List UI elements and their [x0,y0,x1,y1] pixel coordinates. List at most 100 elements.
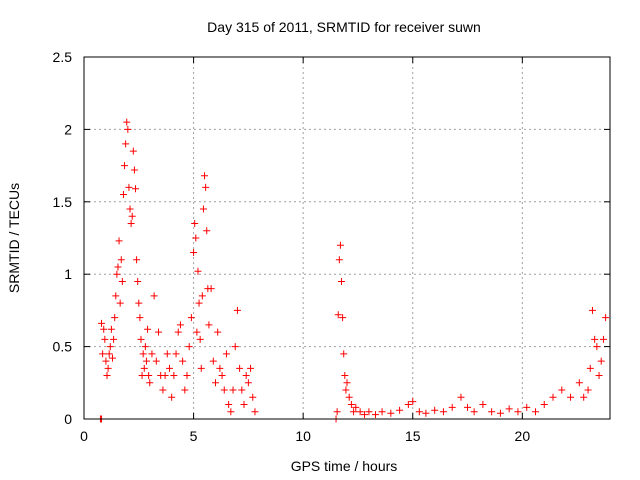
data-point [464,403,472,411]
data-point [233,306,241,314]
data-point [457,393,465,401]
data-point [505,405,513,413]
data-point [335,256,343,264]
data-point [137,335,145,343]
data-point [103,372,111,380]
x-axis-label: GPS time / hours [291,458,398,474]
data-point [195,299,203,307]
data-point [201,172,209,180]
data-point [110,335,118,343]
data-point [431,406,439,414]
data-point [159,386,167,394]
data-point [117,256,125,264]
x-tick-label: 20 [515,428,531,444]
data-point [202,183,210,191]
data-point [121,162,129,170]
data-point [99,350,107,358]
y-tick-label: 1.5 [53,194,73,210]
data-point [118,277,126,285]
data-point [220,386,228,394]
data-point [165,364,173,372]
data-point [113,270,121,278]
data-point [350,408,358,416]
data-point [139,350,147,358]
y-tick-label: 0 [64,411,72,427]
data-point [102,357,110,365]
data-point [352,403,360,411]
data-point [145,372,153,380]
data-point [225,401,233,409]
data-point [170,372,178,380]
data-point [231,343,239,351]
data-point [249,393,257,401]
data-point [588,306,596,314]
data-point [181,386,189,394]
data-point [343,379,351,387]
data-point [470,408,478,416]
y-axis-label: SRMTID / TECUs [6,183,22,293]
data-point [227,408,235,416]
data-point [199,205,207,213]
data-point [356,408,364,416]
data-point [191,220,199,228]
data-point [129,147,137,155]
y-tick-labels: 0 0.5 1 1.5 2 2.5 [53,49,73,427]
data-point [168,393,176,401]
data-point [597,357,605,365]
data-point [599,335,607,343]
data-point [409,398,417,406]
data-point [448,403,456,411]
data-points [96,118,610,423]
data-point [586,364,594,372]
data-point [216,364,224,372]
data-point [196,335,204,343]
data-point [193,328,201,336]
data-point [387,409,395,417]
data-point [207,285,215,293]
x-tick-label: 10 [295,428,311,444]
data-point [595,372,603,380]
data-point [136,314,144,322]
data-point [247,364,255,372]
data-point [496,409,504,417]
data-point [236,364,244,372]
data-point [105,350,113,358]
data-point [112,292,120,300]
data-point [549,393,557,401]
data-point [602,314,610,322]
data-point [98,319,106,327]
data-point [161,372,169,380]
data-point [141,343,149,351]
data-point [134,277,142,285]
data-point [209,357,217,365]
data-point [108,354,116,362]
data-point [422,409,430,417]
data-point [205,321,213,329]
data-point [365,408,373,416]
data-point [138,372,146,380]
data-point [531,408,539,416]
data-point [415,408,423,416]
data-point [212,379,219,387]
data-point [187,314,195,322]
data-point [334,311,342,319]
data-point [155,328,163,336]
data-point [336,241,344,249]
data-point [101,335,109,343]
data-point [163,350,171,358]
data-point [242,372,250,380]
data-point [125,183,133,191]
data-point [341,372,349,380]
data-point [140,364,148,372]
data-point [238,386,246,394]
data-point [123,118,131,126]
data-point [148,350,156,358]
y-tick-label: 2.5 [53,49,73,65]
data-point [378,408,386,416]
data-point [126,205,134,213]
x-tick-label: 15 [405,428,421,444]
data-point [172,350,180,358]
data-point [396,406,404,414]
data-point [439,408,447,416]
data-point [488,408,496,416]
